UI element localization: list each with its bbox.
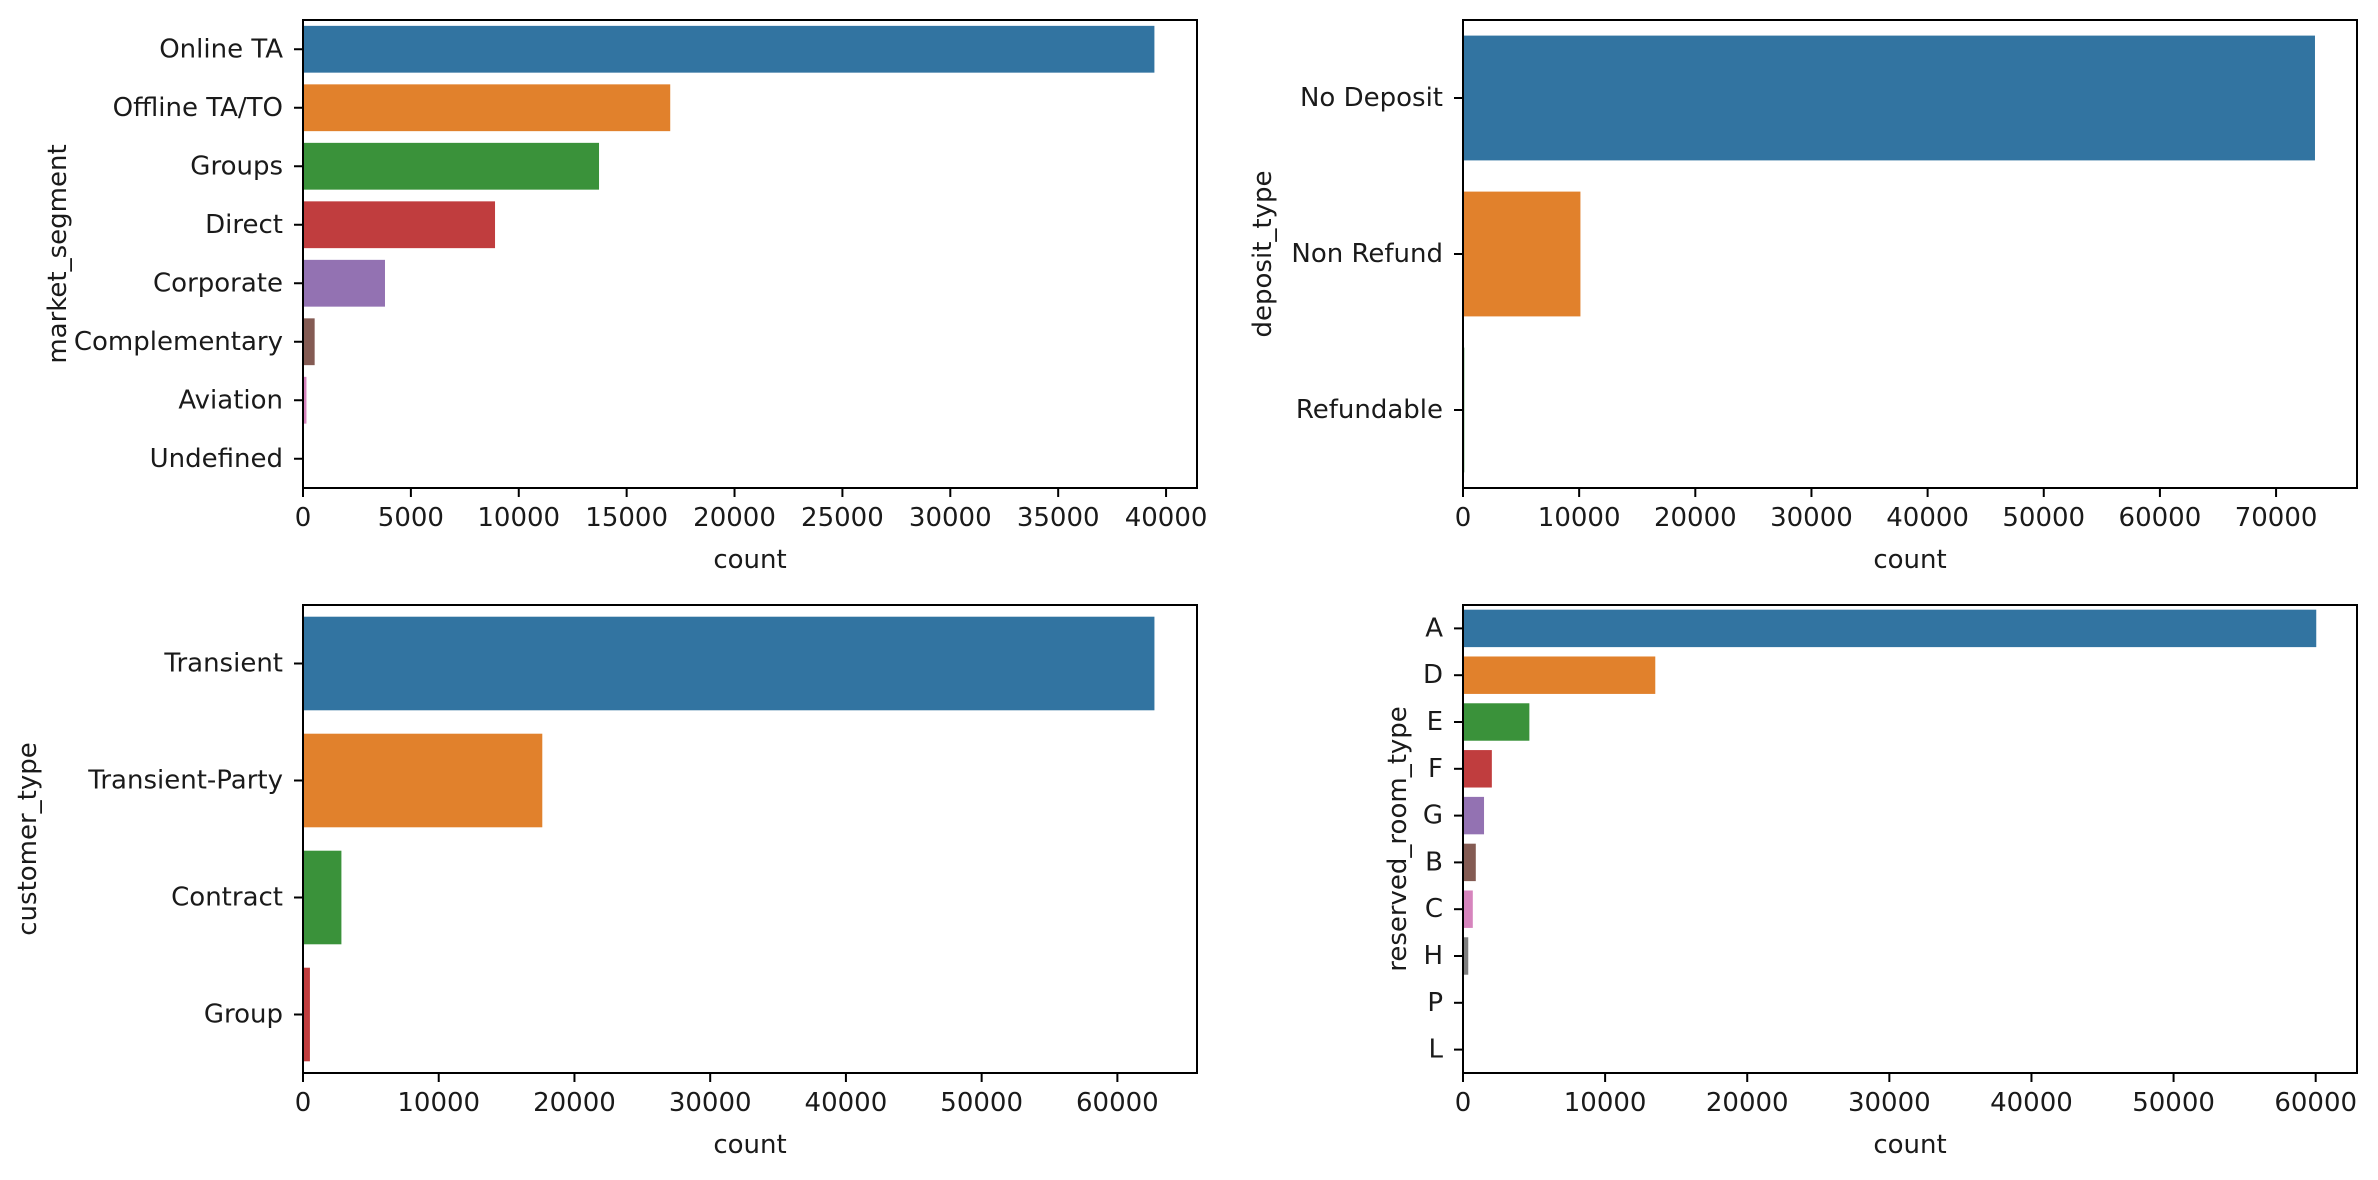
y-axis-label: market_segment xyxy=(43,144,73,363)
y-tick-label: A xyxy=(1425,613,1443,643)
x-axis-label: count xyxy=(1873,1130,1946,1160)
bar-transient xyxy=(303,616,1155,711)
x-tick-label: 70000 xyxy=(2235,503,2318,533)
bar-complementary xyxy=(303,318,315,366)
bar-a xyxy=(1463,609,2317,648)
x-tick-label: 30000 xyxy=(669,1088,752,1118)
chart-deposit-type: No Deposit Non Refund Refundable 0 10000 2000… xyxy=(1248,19,2358,575)
bar-e xyxy=(1463,703,1530,741)
y-tick-label: E xyxy=(1427,707,1443,737)
x-tick-label: 0 xyxy=(1455,1088,1472,1118)
plot-frame xyxy=(302,604,1198,1074)
y-tick-label: Corporate xyxy=(153,268,283,298)
x-tick-label: 10000 xyxy=(397,1088,480,1118)
y-tick-label: Contract xyxy=(171,883,283,913)
y-tick-label: D xyxy=(1423,660,1443,690)
bar-group xyxy=(303,967,310,1062)
plot-frame xyxy=(1462,604,2358,1074)
y-tick-label: Online TA xyxy=(159,34,283,64)
x-tick-label: 10000 xyxy=(1538,503,1621,533)
bar-aviation xyxy=(303,376,307,424)
x-tick-label: 60000 xyxy=(2119,503,2202,533)
x-tick-label: 15000 xyxy=(585,503,668,533)
y-tick-label: P xyxy=(1427,988,1443,1018)
bar-corporate xyxy=(303,259,385,307)
bar-d xyxy=(1463,656,1656,694)
y-tick-label: Groups xyxy=(190,151,283,181)
x-tick-label: 0 xyxy=(295,1088,312,1118)
x-tick-label: 40000 xyxy=(1990,1088,2073,1118)
x-tick-label: 20000 xyxy=(693,503,776,533)
x-tick-label: 40000 xyxy=(1125,503,1208,533)
x-tick-label: 40000 xyxy=(805,1088,888,1118)
y-axis-label: customer_type xyxy=(13,742,43,936)
bar-g xyxy=(1463,796,1485,835)
bar-groups xyxy=(303,142,600,190)
y-tick-label: C xyxy=(1425,894,1443,924)
y-tick-label: B xyxy=(1425,847,1443,877)
y-tick-label: Transient xyxy=(163,649,283,679)
chart-market-segment: Online TA Offline TA/TO Groups Direct Corpor… xyxy=(43,19,1208,575)
x-tick-label: 60000 xyxy=(1076,1088,1159,1118)
x-tick-label: 0 xyxy=(295,503,312,533)
bar-online-ta xyxy=(303,25,1155,73)
bar-h xyxy=(1463,937,1469,975)
y-tick-label: Non Refund xyxy=(1291,239,1443,269)
y-tick-label: Undefined xyxy=(150,444,283,474)
x-tick-label: 25000 xyxy=(801,503,884,533)
x-tick-label: 30000 xyxy=(1848,1088,1931,1118)
y-tick-label: Aviation xyxy=(178,385,283,415)
y-tick-label: No Deposit xyxy=(1300,83,1443,113)
bar-non-refund xyxy=(1463,191,1581,317)
x-axis-label: count xyxy=(713,1130,786,1160)
y-tick-label: Refundable xyxy=(1296,395,1443,425)
x-tick-label: 20000 xyxy=(1654,503,1737,533)
x-tick-label: 50000 xyxy=(2132,1088,2215,1118)
plot-frame xyxy=(302,19,1198,489)
x-tick-label: 5000 xyxy=(378,503,444,533)
y-tick-label: Complementary xyxy=(74,327,283,357)
y-tick-label: Transient-Party xyxy=(87,766,283,796)
y-tick-label: L xyxy=(1429,1035,1444,1065)
x-axis-label: count xyxy=(713,545,786,575)
x-tick-label: 0 xyxy=(1455,503,1472,533)
bar-c xyxy=(1463,890,1473,928)
y-tick-label: F xyxy=(1428,754,1443,784)
y-axis-label: reserved_room_type xyxy=(1383,706,1413,972)
x-tick-label: 40000 xyxy=(1886,503,1969,533)
x-tick-label: 10000 xyxy=(1564,1088,1647,1118)
x-tick-label: 50000 xyxy=(2002,503,2085,533)
bar-direct xyxy=(303,201,496,249)
x-tick-label: 30000 xyxy=(1770,503,1853,533)
bar-offline-ta-to xyxy=(303,84,671,132)
bar-b xyxy=(1463,843,1476,882)
y-tick-label: Direct xyxy=(205,210,283,240)
y-tick-label: G xyxy=(1423,801,1443,831)
x-tick-label: 50000 xyxy=(940,1088,1023,1118)
x-tick-label: 20000 xyxy=(1706,1088,1789,1118)
bar-transient-party xyxy=(303,733,543,828)
x-tick-label: 60000 xyxy=(2274,1088,2357,1118)
x-tick-label: 30000 xyxy=(909,503,992,533)
chart-customer-type: Transient Transient-Party Contract Group 0 10… xyxy=(13,604,1198,1160)
y-tick-label: H xyxy=(1423,941,1443,971)
bar-f xyxy=(1463,750,1492,788)
x-axis-label: count xyxy=(1873,545,1946,575)
y-tick-label: Group xyxy=(204,1000,283,1030)
y-tick-label: Offline TA/TO xyxy=(113,93,283,123)
bar-contract xyxy=(303,850,342,945)
y-axis-label: deposit_type xyxy=(1248,171,1278,338)
x-tick-label: 35000 xyxy=(1017,503,1100,533)
x-tick-label: 10000 xyxy=(477,503,560,533)
x-tick-label: 20000 xyxy=(533,1088,616,1118)
bar-no-deposit xyxy=(1463,35,2315,161)
